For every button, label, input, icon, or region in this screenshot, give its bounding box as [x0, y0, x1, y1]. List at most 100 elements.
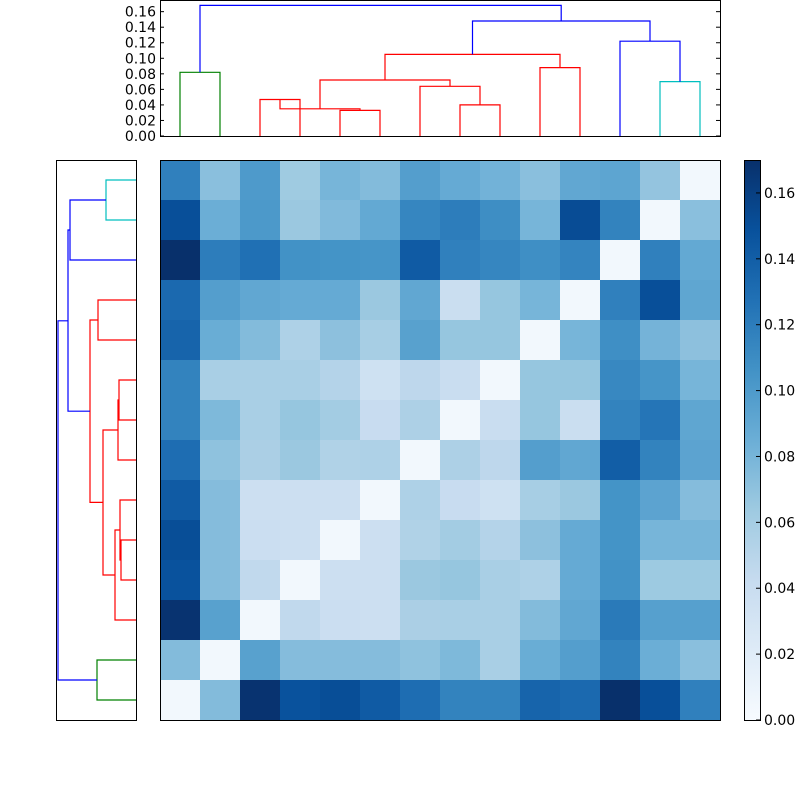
heatmap-cell: [400, 360, 441, 401]
heatmap-cell: [680, 520, 721, 561]
heatmap-cell: [520, 360, 561, 401]
heatmap-cell: [440, 520, 481, 561]
heatmap-cell: [320, 520, 361, 561]
heatmap-cell: [680, 600, 721, 641]
heatmap-cell: [400, 320, 441, 361]
heatmap-cell: [160, 240, 201, 281]
heatmap-cell: [200, 280, 241, 321]
heatmap-cell: [680, 360, 721, 401]
heatmap-cell: [480, 160, 521, 201]
dendrogram-link: [118, 379, 136, 421]
heatmap-cell: [360, 240, 401, 281]
heatmap-cell: [280, 600, 321, 641]
heatmap: [160, 160, 721, 721]
heatmap-cell: [640, 600, 681, 641]
heatmap-cell: [160, 400, 201, 441]
heatmap-cell: [400, 520, 441, 561]
colorbar-tick-label: 0.06: [764, 515, 795, 531]
heatmap-cell: [360, 400, 401, 441]
top-dendrogram: 0.000.020.040.060.080.100.120.140.16: [125, 0, 721, 145]
heatmap-cell: [680, 640, 721, 681]
heatmap-cell: [320, 160, 361, 201]
heatmap-cell: [200, 200, 241, 241]
heatmap-cell: [440, 320, 481, 361]
heatmap-cell: [480, 520, 521, 561]
heatmap-cell: [360, 520, 401, 561]
heatmap-cell: [240, 520, 281, 561]
heatmap-cell: [360, 560, 401, 601]
heatmap-cell: [440, 560, 481, 601]
y-tick-label: 0.06: [125, 82, 156, 98]
heatmap-cell: [360, 200, 401, 241]
heatmap-cell: [280, 480, 321, 521]
heatmap-cell: [400, 240, 441, 281]
y-tick-label: 0.10: [125, 51, 156, 67]
dendrogram-link: [67, 229, 90, 412]
heatmap-cell: [240, 600, 281, 641]
heatmap-cell: [640, 240, 681, 281]
dendrogram-link: [199, 4, 562, 73]
y-tick-label: 0.04: [125, 98, 156, 114]
heatmap-cell: [640, 680, 681, 721]
heatmap-cell: [600, 680, 641, 721]
heatmap-cell: [320, 680, 361, 721]
heatmap-cell: [680, 200, 721, 241]
heatmap-cell: [480, 600, 521, 641]
heatmap-cell: [320, 200, 361, 241]
heatmap-cell: [400, 640, 441, 681]
heatmap-cell: [200, 240, 241, 281]
heatmap-cell: [480, 640, 521, 681]
dendrogram-link: [539, 67, 581, 136]
dendrogram-link: [471, 20, 651, 55]
heatmap-cell: [560, 680, 601, 721]
heatmap-cell: [200, 440, 241, 481]
heatmap-cell: [240, 360, 281, 401]
heatmap-cell: [440, 680, 481, 721]
heatmap-cell: [400, 600, 441, 641]
heatmap-cell: [520, 640, 561, 681]
dendrogram-link: [619, 40, 681, 136]
dendrogram-link: [419, 85, 481, 136]
heatmap-cell: [600, 360, 641, 401]
heatmap-cell: [280, 320, 321, 361]
heatmap-cell: [280, 160, 321, 201]
heatmap-cell: [680, 400, 721, 441]
heatmap-cell: [240, 240, 281, 281]
heatmap-cell: [520, 160, 561, 201]
heatmap-cell: [640, 280, 681, 321]
dendrogram-link: [459, 104, 501, 136]
heatmap-cell: [680, 480, 721, 521]
heatmap-cell: [400, 280, 441, 321]
heatmap-cell: [560, 160, 601, 201]
heatmap-cell: [640, 400, 681, 441]
heatmap-cell: [320, 320, 361, 361]
heatmap-cell: [680, 280, 721, 321]
heatmap-cell: [240, 440, 281, 481]
top-dendrogram-frame: [160, 0, 721, 137]
heatmap-cell: [440, 480, 481, 521]
heatmap-cell: [240, 200, 281, 241]
heatmap-cell: [480, 280, 521, 321]
heatmap-cell: [200, 320, 241, 361]
heatmap-frame: [160, 160, 721, 721]
heatmap-cell: [160, 280, 201, 321]
heatmap-cell: [160, 440, 201, 481]
heatmap-cell: [560, 520, 601, 561]
heatmap-cell: [480, 440, 521, 481]
heatmap-cell: [440, 440, 481, 481]
heatmap-cell: [640, 640, 681, 681]
heatmap-cell: [320, 400, 361, 441]
heatmap-cell: [480, 240, 521, 281]
heatmap-cell: [680, 440, 721, 481]
heatmap-cell: [240, 400, 281, 441]
heatmap-cell: [280, 560, 321, 601]
heatmap-cell: [280, 360, 321, 401]
heatmap-cell: [600, 640, 641, 681]
heatmap-cell: [560, 280, 601, 321]
heatmap-cell: [240, 160, 281, 201]
dendrogram-link: [96, 659, 136, 701]
heatmap-cell: [280, 280, 321, 321]
heatmap-cell: [480, 200, 521, 241]
y-tick-label: 0.14: [125, 20, 156, 36]
